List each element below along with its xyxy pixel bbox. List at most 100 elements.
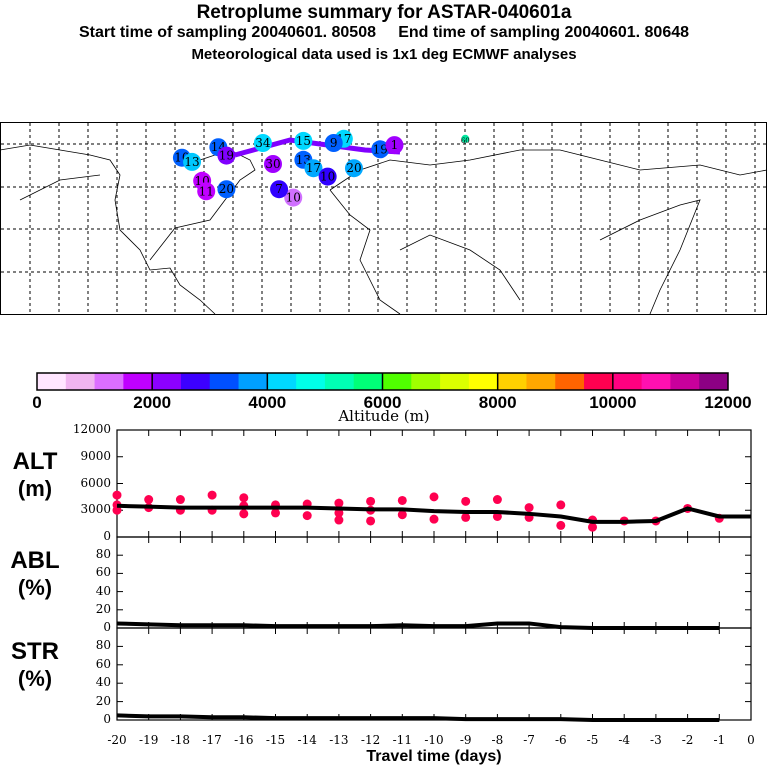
- colorbar-swatch: [296, 373, 326, 390]
- str-ytick-label: 80: [95, 638, 111, 653]
- x-tick-label: -4: [618, 733, 631, 747]
- alt-scatter-point: [492, 495, 502, 505]
- abl-panel-frame: [116, 536, 752, 629]
- colorbar-tick-label: 0: [32, 393, 42, 412]
- alt-scatter-point: [334, 508, 344, 518]
- abl-ytick-label: 40: [95, 583, 111, 598]
- abl-ytick-label: 0: [103, 620, 111, 634]
- str-axis-title: STR: [11, 638, 59, 665]
- plume-marker-label: 1: [391, 138, 399, 152]
- plume-marker-label: 60: [461, 137, 470, 145]
- alt-scatter-point: [175, 505, 185, 515]
- colorbar-swatch: [94, 373, 124, 390]
- alt-scatter-point: [588, 515, 597, 525]
- plume-marker: [385, 136, 404, 155]
- plume-marker: [294, 131, 313, 150]
- colorbar-swatch: [411, 373, 441, 390]
- colorbar-tick-label: 6000: [363, 393, 402, 412]
- alt-ytick-label: 6000: [80, 475, 111, 490]
- x-tick-label: -2: [681, 733, 694, 747]
- str-ytick-label: 60: [95, 656, 111, 671]
- alt-scatter-point: [619, 516, 629, 526]
- plume-marker-label: 13: [184, 155, 199, 169]
- x-tick-label: -17: [202, 733, 222, 747]
- alt-scatter-point: [207, 490, 217, 500]
- plume-marker: [371, 140, 390, 159]
- colorbar-tick-label: 4000: [248, 393, 287, 412]
- alt-scatter-point: [366, 496, 376, 506]
- x-tick-label: -13: [329, 733, 349, 747]
- alt-scatter-point: [556, 500, 566, 510]
- plume-marker: [334, 129, 353, 148]
- alt-scatter-point: [239, 501, 249, 511]
- plume-marker: [270, 180, 289, 199]
- plume-marker-label: 20: [346, 161, 361, 175]
- colorbar-swatch: [468, 373, 499, 390]
- x-tick-label: -9: [459, 733, 472, 747]
- x-tick-label: -7: [523, 733, 535, 747]
- met-data-line: Meteorological data used is 1x1 deg ECMW…: [191, 46, 577, 63]
- plume-marker: [253, 134, 272, 152]
- alt-scatter-point: [175, 495, 185, 505]
- str-ytick-label: 20: [95, 693, 111, 708]
- x-axis-title: Travel time (days): [366, 748, 502, 765]
- colorbar-swatch: [324, 373, 355, 390]
- x-tick-label: -11: [392, 733, 412, 747]
- alt-scatter-point: [461, 512, 471, 522]
- plume-marker: [318, 167, 337, 186]
- plume-marker: [193, 171, 212, 190]
- alt-ytick-label: 9000: [80, 448, 111, 463]
- x-tick-label: -3: [650, 733, 662, 747]
- alt-scatter-point: [144, 495, 154, 505]
- alt-ytick-label: 0: [103, 529, 111, 543]
- str-ytick-label: 40: [95, 675, 111, 690]
- str-axis-unit: (%): [17, 666, 53, 691]
- abl-axis-title: ABL: [10, 546, 60, 574]
- alt-series-line: [116, 503, 751, 524]
- plume-marker-label: 34: [255, 136, 271, 150]
- plume-marker: [324, 134, 343, 152]
- x-tick-label: 0: [747, 733, 755, 747]
- alt-panel-frame: [116, 429, 752, 538]
- x-tick-label: -10: [424, 733, 444, 747]
- plume-marker-label: 19: [219, 149, 234, 163]
- alt-scatter-point: [271, 500, 280, 510]
- alt-scatter-point: [112, 500, 122, 510]
- alt-scatter-point: [461, 496, 471, 506]
- plume-marker-label: 19: [373, 142, 388, 156]
- plume-marker-label: 10: [286, 191, 301, 205]
- alt-scatter-point: [366, 516, 376, 526]
- alt-scatter-point: [524, 512, 534, 522]
- alt-scatter-point: [112, 505, 122, 515]
- colorbar-swatch: [555, 373, 585, 390]
- colorbar-swatch: [37, 373, 67, 390]
- colorbar-swatch: [497, 373, 527, 390]
- alt-scatter-point: [397, 510, 407, 520]
- alt-scatter-point: [556, 520, 566, 530]
- x-tick-label: -5: [586, 733, 599, 747]
- colorbar-swatch: [670, 373, 700, 390]
- colorbar-swatch: [180, 373, 211, 390]
- colorbar-swatch: [65, 373, 96, 390]
- alt-ytick-label: 3000: [80, 502, 111, 517]
- alt-axis-unit: (m): [17, 475, 53, 501]
- x-tick-label: -14: [297, 733, 317, 747]
- str-series-line: [116, 713, 720, 722]
- map-frame: [0, 122, 767, 315]
- plume-marker: [344, 159, 363, 178]
- str-panel-frame: [116, 627, 752, 721]
- plume-marker: [209, 138, 228, 157]
- colorbar-tick-label: 10000: [589, 393, 637, 412]
- colorbar-swatch: [584, 373, 614, 390]
- alt-scatter-point: [334, 515, 344, 525]
- colorbar-swatch: [209, 373, 240, 390]
- colorbar-tick-label: 12000: [704, 393, 752, 412]
- x-tick-label: -16: [234, 733, 254, 747]
- alt-scatter-point: [207, 505, 217, 515]
- plume-marker-label: 14: [211, 140, 227, 154]
- alt-scatter-point: [302, 499, 312, 509]
- abl-series-line: [116, 621, 720, 630]
- colorbar-swatch: [612, 373, 643, 390]
